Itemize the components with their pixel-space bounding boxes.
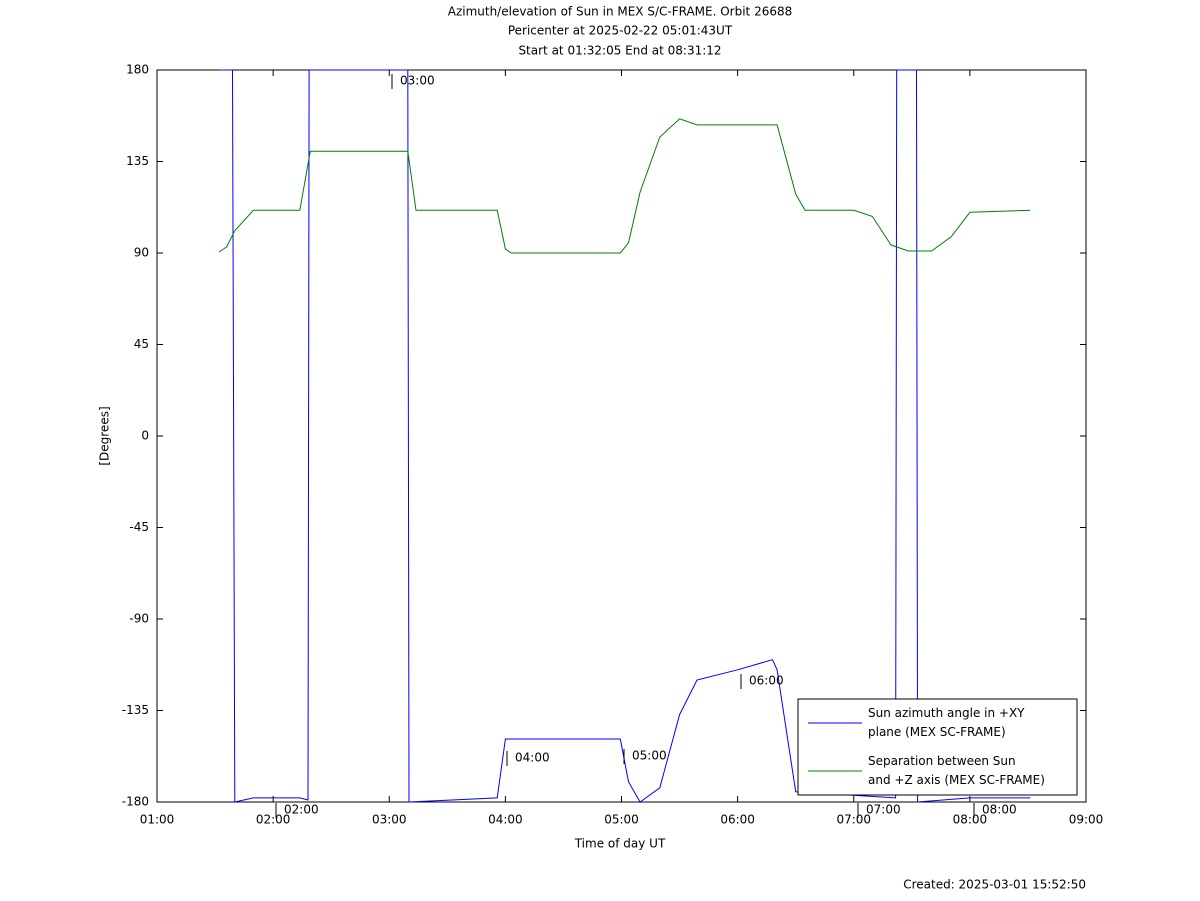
chart-title: Azimuth/elevation of Sun in MEX S/C-FRAM…: [448, 5, 793, 19]
annotation: 03:00: [400, 74, 435, 88]
annotation: 06:00: [749, 674, 784, 688]
y-tick-label: -45: [129, 520, 149, 534]
x-tick-label: 01:00: [140, 813, 175, 827]
legend-label: Separation between Sun and +Z axis (MEX S…: [868, 754, 1045, 787]
y-tick-label: -180: [122, 795, 149, 809]
x-tick-label: 04:00: [488, 813, 523, 827]
legend-label: Sun azimuth angle in +XY plane (MEX SC-FR…: [868, 706, 1025, 739]
x-tick-label: 05:00: [604, 813, 639, 827]
x-tick-label: 08:00: [953, 813, 988, 827]
chart-subtitle: Pericenter at 2025-02-22 05:01:43UT: [508, 24, 733, 38]
annotation: 04:00: [515, 751, 550, 765]
legend-box: [797, 698, 1078, 796]
chart-subtitle: Start at 01:32:05 End at 08:31:12: [518, 44, 721, 58]
y-axis-label: [Degrees]: [98, 406, 112, 465]
annotation: 08:00: [982, 803, 1017, 817]
x-tick-label: 03:00: [372, 813, 407, 827]
series-line: [218, 118, 1031, 254]
x-tick-label: 09:00: [1069, 813, 1104, 827]
y-tick-label: 135: [126, 154, 149, 168]
y-tick-label: 45: [134, 337, 149, 351]
annotation: 05:00: [632, 749, 667, 763]
x-axis-label: Time of day UT: [574, 837, 666, 851]
series-line: [219, 69, 1031, 803]
footer: Created: 2025-03-01 15:52:50: [903, 878, 1086, 892]
annotation: 02:00: [284, 803, 319, 817]
plot-frame: [156, 69, 1087, 803]
x-tick-label: 02:00: [256, 813, 291, 827]
x-tick-label: 06:00: [720, 813, 755, 827]
y-tick-label: -135: [122, 703, 149, 717]
y-tick-label: -90: [129, 612, 149, 626]
y-tick-label: 0: [141, 429, 149, 443]
annotation: 07:00: [866, 803, 901, 817]
x-tick-label: 07:00: [836, 813, 871, 827]
y-tick-label: 90: [134, 246, 149, 260]
y-tick-label: 180: [126, 63, 149, 77]
